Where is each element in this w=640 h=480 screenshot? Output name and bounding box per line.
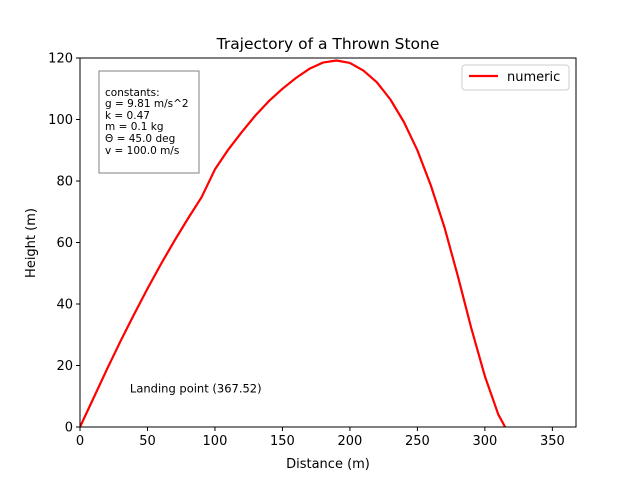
landing-point-annotation: Landing point (367.52) — [130, 382, 262, 396]
constant-theta: Θ = 45.0 deg — [105, 133, 175, 145]
series-line-numeric — [80, 59, 507, 427]
y-tick-label: 40 — [56, 298, 73, 313]
legend: numeric — [461, 64, 570, 91]
constant-g: g = 9.81 m/s^2 — [105, 98, 189, 110]
constant-v: v = 100.0 m/s — [105, 145, 179, 157]
constants-box-frame — [98, 70, 200, 174]
y-tick-label: 100 — [48, 113, 73, 128]
constants-box: constants: g = 9.81 m/s^2 k = 0.47 m = 0… — [98, 70, 200, 174]
axis-ticks: 0 50 100 150 200 250 300 350 0 20 40 60 80 100 120 — [48, 52, 565, 450]
constant-m: m = 0.1 kg — [105, 121, 163, 133]
legend-label-numeric: numeric — [507, 70, 560, 85]
constants-header: constants: — [105, 87, 160, 99]
x-axis-label: Distance (m) — [286, 457, 370, 472]
plot-frame — [79, 57, 577, 428]
constant-k: k = 0.47 — [105, 110, 150, 122]
y-tick-label: 80 — [56, 175, 73, 190]
x-tick-label: 350 — [540, 434, 565, 449]
plot-area — [80, 59, 507, 427]
x-tick-label: 200 — [338, 434, 363, 449]
y-tick-label: 0 — [65, 421, 73, 436]
y-tick-label: 60 — [56, 236, 73, 251]
y-axis-label: Height (m) — [24, 208, 39, 278]
x-tick-label: 50 — [139, 434, 156, 449]
legend-frame — [461, 64, 570, 91]
y-tick-label: 120 — [48, 52, 73, 67]
x-tick-label: 300 — [472, 434, 497, 449]
chart-title: Trajectory of a Thrown Stone — [216, 35, 440, 53]
x-tick-label: 250 — [405, 434, 430, 449]
x-tick-label: 150 — [270, 434, 295, 449]
y-tick-label: 20 — [56, 359, 73, 374]
x-tick-label: 0 — [76, 434, 84, 449]
x-tick-label: 100 — [203, 434, 228, 449]
